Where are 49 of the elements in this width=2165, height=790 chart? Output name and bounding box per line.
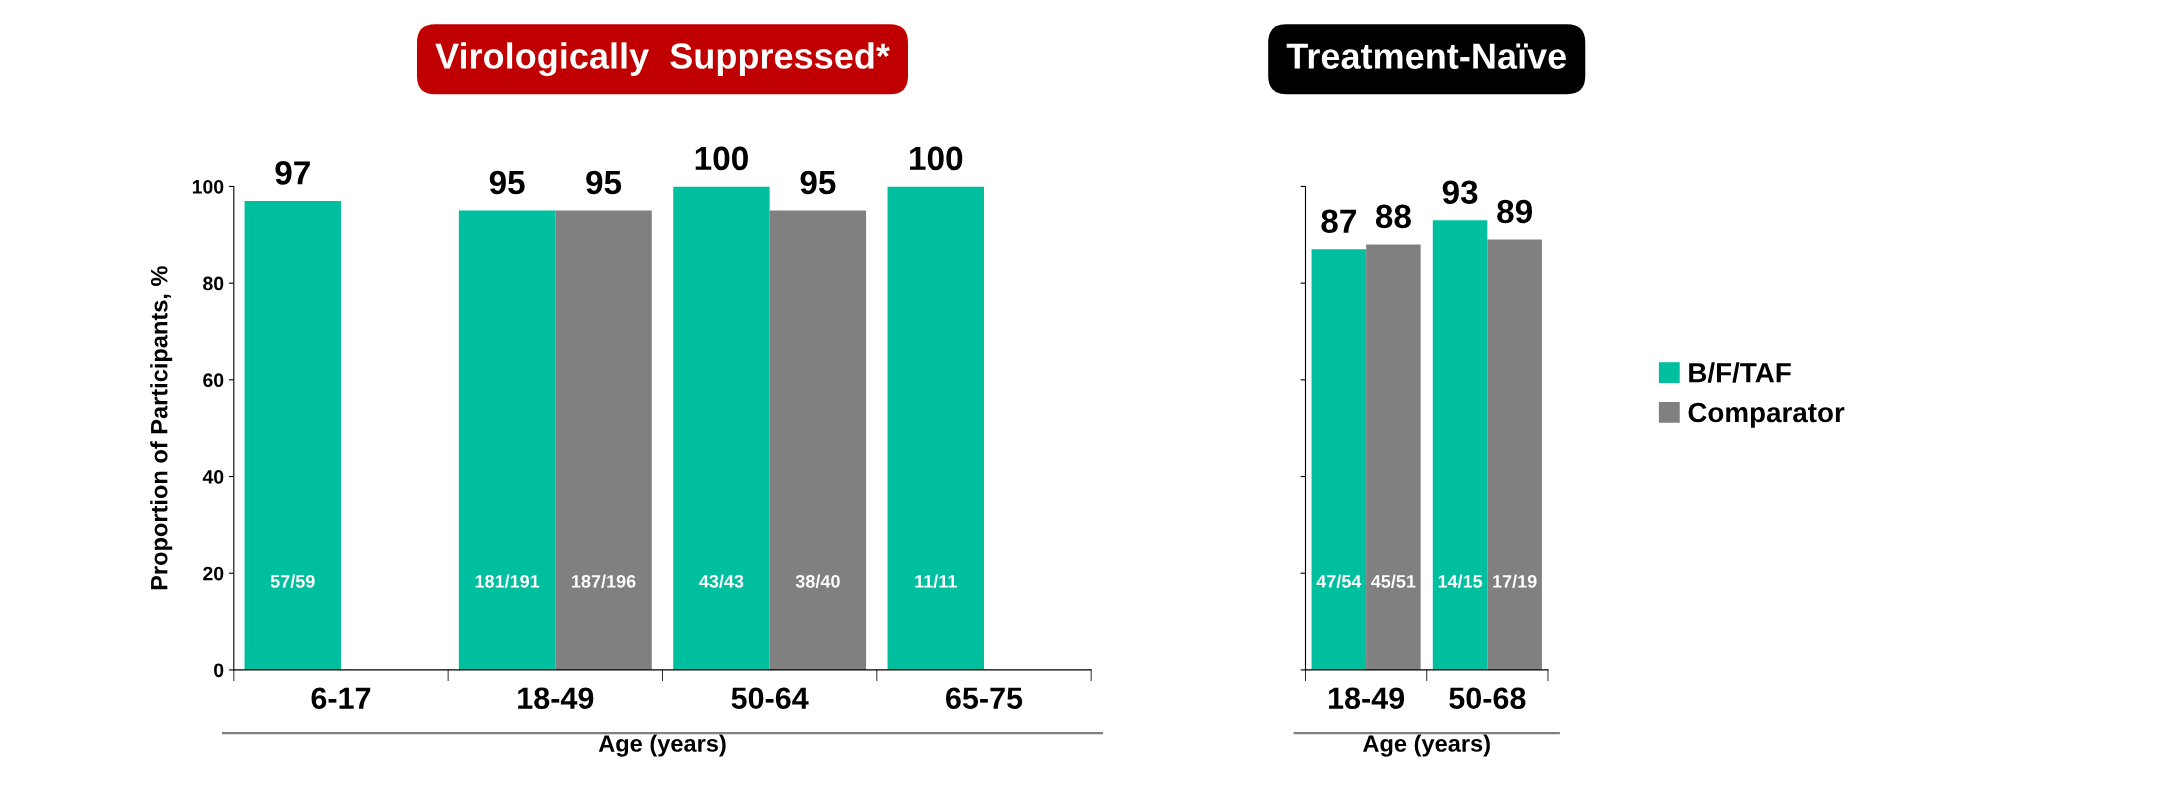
y-tick-label: 80 [203, 276, 224, 291]
annotation: 11/11 [915, 574, 957, 588]
chart-title: Treatment-Naïve [1286, 43, 1566, 69]
data-label: 100 [910, 146, 963, 171]
x-tick-label: 65-75 [946, 687, 1023, 710]
x-tick-label: 18-49 [518, 687, 594, 710]
x-tick-label: 50-68 [1449, 687, 1526, 710]
annotation: 47/54 [1316, 574, 1362, 588]
y-tick-label: 0 [214, 663, 224, 678]
bar [458, 210, 556, 670]
y-tick-label: 100 [192, 179, 224, 194]
bar [1487, 239, 1542, 670]
bar [887, 186, 984, 670]
x-axis-title: Age (years) [598, 734, 726, 757]
legend-label: B/F/TAF [1689, 362, 1791, 383]
annotation: 38/40 [795, 574, 840, 588]
data-label: 100 [695, 146, 748, 171]
y-axis-title: Proportion of Participants, % [150, 266, 173, 590]
data-label: 95 [489, 170, 525, 195]
chart-title: Virologically Suppressed* [435, 42, 890, 77]
annotation: 43/43 [699, 574, 744, 588]
bar [1311, 249, 1367, 670]
y-tick-label: 20 [203, 566, 224, 581]
bar [673, 186, 770, 670]
data-label: 95 [800, 170, 836, 195]
bar [769, 210, 867, 670]
bar [555, 210, 652, 670]
data-label: 93 [1442, 180, 1478, 205]
data-label: 97 [275, 161, 310, 185]
annotation: 57/59 [270, 574, 315, 588]
bar [244, 200, 341, 670]
annotation: 17/19 [1493, 574, 1537, 588]
annotation: 45/51 [1371, 574, 1416, 588]
legend-label: Comparator [1688, 402, 1845, 428]
annotation: 14/15 [1438, 574, 1483, 588]
x-tick-label: 50-64 [731, 687, 809, 710]
x-tick-label: 6-17 [311, 687, 371, 710]
bar [1366, 244, 1421, 670]
data-label: 95 [586, 170, 622, 195]
x-tick-label: 18-49 [1328, 687, 1405, 710]
data-label: 89 [1497, 199, 1532, 224]
y-tick-label: 60 [203, 373, 224, 388]
x-axis-title: Age (years) [1363, 734, 1490, 757]
annotation: 187/196 [572, 574, 636, 588]
y-tick-label: 40 [202, 470, 224, 484]
data-label: 88 [1375, 204, 1411, 229]
data-label: 87 [1321, 209, 1356, 234]
annotation: 181/191 [475, 574, 540, 588]
bar [1432, 220, 1488, 670]
